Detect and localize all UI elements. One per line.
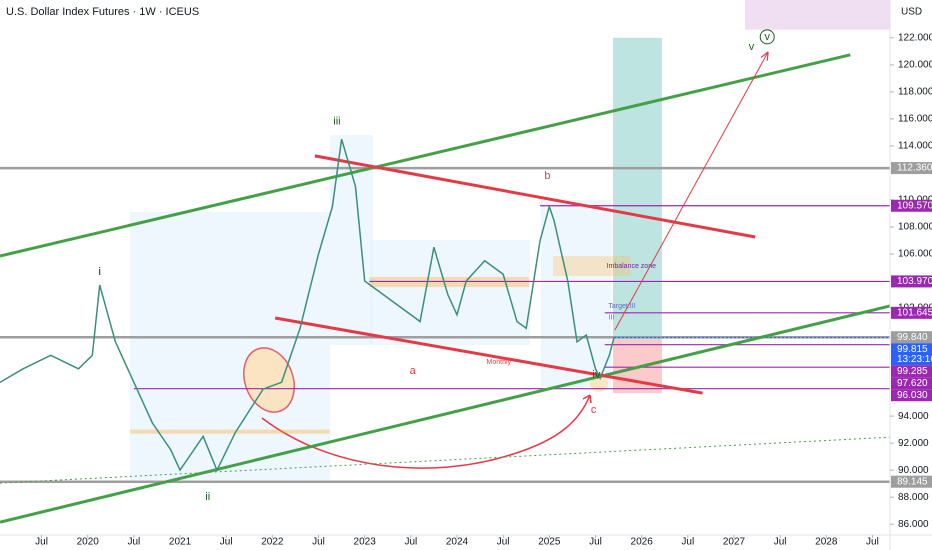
annotation: i [98,266,100,278]
curved-arrow [261,394,591,469]
trend-line [314,154,756,239]
annotation: III [608,314,614,321]
annotation: iii [333,115,340,127]
level-label: 99.840 [897,332,928,343]
y-tick-label: 90.000 [898,465,929,476]
decorations [130,135,611,480]
level-label: 99.815 [897,344,928,355]
y-tick-label: 118.000 [898,87,932,98]
level-label-box [891,475,932,488]
x-tick-label: Jul [866,537,879,548]
level-label-box [891,162,932,175]
level-label: 99.285 [897,366,928,377]
x-tick-label: 2028 [815,537,838,548]
y-tick-label: 116.000 [898,114,932,125]
level-label-box [891,331,932,344]
countdown-label: 13:23:16 [897,354,932,365]
y-tick-label: 122.000 [898,32,932,43]
y-tick-label: 114.000 [898,141,932,152]
zone [745,0,890,30]
x-tick-label: Jul [589,537,602,548]
annotation: a [410,365,417,377]
zone [369,276,530,288]
zone [613,37,662,341]
price-line [0,138,615,472]
x-tick-label: Jul [774,537,787,548]
x-tick-label: Jul [404,537,417,548]
x-tick-label: 2022 [261,537,284,548]
level-label: 89.145 [897,476,928,487]
highlight-ellipse [590,376,608,392]
x-tick-label: Jul [35,537,48,548]
annotation: ii [205,491,210,503]
x-tick-label: Jul [312,537,325,548]
x-tick-label: Jul [127,537,140,548]
level-label: 112.360 [897,163,932,174]
annotation: b [544,170,550,182]
x-tick-label: 2026 [631,537,654,548]
level-label-box [891,199,932,212]
y-tick-label: 88.000 [898,492,929,503]
profile-box [130,212,330,480]
level-label-box [891,377,932,390]
x-tick-label: 2025 [538,537,561,548]
trend-line [0,53,851,258]
y-tick-label: 108.000 [898,222,932,233]
arrow-head [760,51,769,61]
y-tick-label: 120.000 [898,59,932,70]
annotation: Imbalance zone [607,263,657,270]
level-label-box [891,365,932,378]
currency-label: USD [901,7,922,18]
annotation: c [591,404,597,416]
x-tick-label: Jul [220,537,233,548]
y-tick-label: 86.000 [898,519,929,530]
level-label: 103.970 [897,276,932,287]
x-tick-label: 2020 [77,537,100,548]
profile-box [541,200,611,387]
level-label-box [891,389,932,402]
y-tick-label: 92.000 [898,438,929,449]
level-label-box [891,306,932,319]
annotation: iv [592,369,600,381]
x-tick-label: 2023 [354,537,377,548]
annotation: Monthly [487,359,512,366]
arrow-head [582,394,592,404]
level-label-box [891,343,932,366]
trend-line [274,316,703,395]
y-tick-label: 94.000 [898,411,929,422]
annotation: Target.III [608,303,635,310]
level-label: 101.645 [897,307,932,318]
x-tick-label: 2024 [446,537,469,548]
profile-box [370,240,530,345]
chart-title: U.S. Dollar Index Futures · 1W · ICEUS [6,6,199,18]
x-tick-label: Jul [497,537,510,548]
x-tick-label: Jul [681,537,694,548]
trend-line [0,436,891,484]
zone [553,256,631,277]
annotation: v [749,41,755,53]
trend-line [0,304,891,524]
level-label-box [891,275,932,288]
level-label: 96.030 [897,390,928,401]
trend-line [614,51,769,331]
level-label: 97.620 [897,378,928,389]
zone [130,429,330,434]
annotation: v [764,31,770,43]
annotation-circle [759,29,775,45]
y-tick-label: 106.000 [898,249,932,260]
level-label: 109.570 [897,200,932,211]
x-tick-label: 2021 [169,537,192,548]
x-tick-label: 2027 [723,537,746,548]
